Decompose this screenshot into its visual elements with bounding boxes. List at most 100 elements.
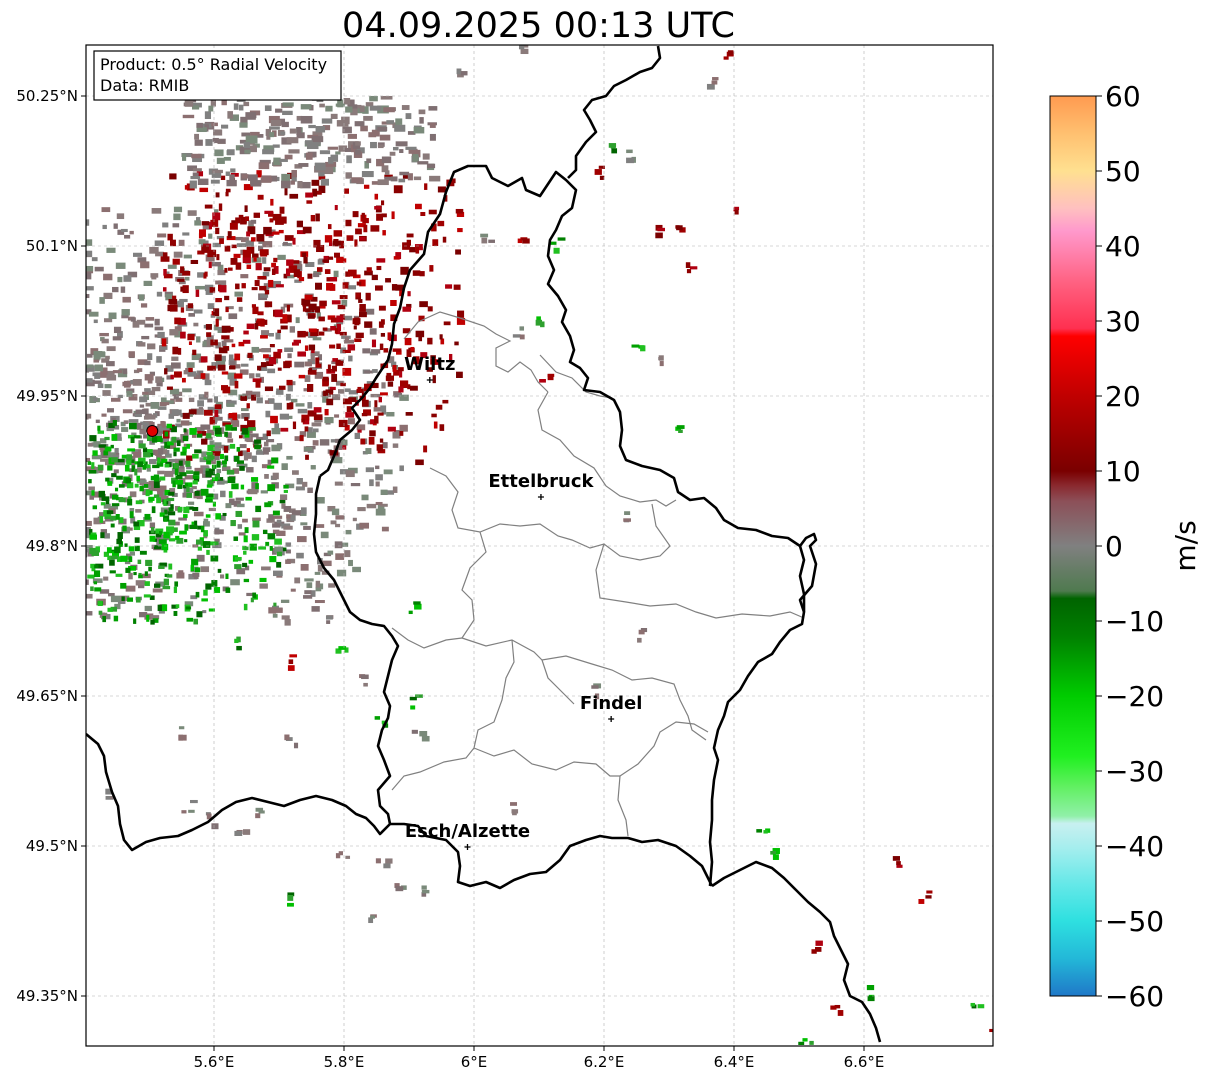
echo-cell — [42, 558, 49, 562]
echo-cell — [302, 417, 310, 425]
echo-cell — [521, 45, 529, 48]
echo-cell — [180, 286, 185, 292]
echo-cell — [196, 433, 203, 438]
echo-cell — [262, 271, 270, 277]
echo-cell — [281, 463, 288, 471]
echo-cell — [157, 406, 167, 410]
echo-cell — [342, 367, 352, 376]
echo-cell — [211, 261, 221, 267]
echo-cell — [359, 105, 365, 112]
echo-cell — [233, 253, 241, 258]
echo-cell — [144, 571, 148, 576]
echo-cell — [655, 224, 663, 231]
echo-cell — [283, 241, 288, 246]
echo-cell — [331, 508, 340, 516]
echo-cell — [117, 276, 123, 283]
echo-cell — [243, 101, 250, 107]
echo-cell — [396, 350, 402, 355]
echo-cell — [101, 413, 107, 417]
echo-cell — [258, 162, 270, 170]
echo-cell — [311, 179, 320, 186]
echo-cell — [320, 178, 329, 186]
echo-cell — [126, 482, 134, 489]
echo-cell — [254, 134, 264, 138]
echo-cell — [659, 361, 664, 367]
echo-cell — [335, 523, 341, 528]
echo-cell — [88, 469, 97, 474]
echo-cell — [240, 396, 247, 401]
echo-cell — [173, 251, 183, 258]
echo-cell — [213, 129, 223, 136]
echo-cell — [3, 529, 10, 536]
echo-cell — [273, 402, 282, 410]
echo-cell — [154, 436, 163, 442]
echo-cell — [154, 318, 160, 326]
echo-cell — [39, 409, 48, 412]
echo-cell — [194, 520, 198, 527]
echo-cell — [211, 477, 218, 482]
echo-cell — [206, 813, 212, 820]
echo-cell — [387, 381, 394, 387]
echo-cell — [140, 421, 145, 425]
echo-cell — [156, 356, 162, 363]
echo-cell — [260, 335, 268, 339]
lon-tick-label: 6.6°E — [844, 1053, 885, 1071]
echo-cell — [267, 533, 276, 540]
echo-cell — [347, 418, 355, 425]
echo-cell — [5, 533, 13, 539]
echo-cell — [287, 384, 293, 392]
echo-cell — [511, 809, 519, 814]
echo-cell — [971, 1004, 977, 1009]
echo-cell — [185, 367, 190, 372]
echo-cell — [327, 505, 336, 512]
echo-cell — [480, 233, 489, 238]
echo-cell — [276, 530, 286, 537]
echo-cell — [251, 534, 260, 541]
echo-cell — [260, 362, 267, 368]
echo-cell — [173, 451, 177, 457]
echo-cell — [264, 502, 272, 508]
echo-cell — [46, 611, 54, 614]
echo-cell — [312, 188, 318, 197]
echo-cell — [400, 885, 407, 890]
echo-cell — [246, 264, 252, 269]
echo-cell — [250, 219, 257, 224]
echo-cell — [221, 480, 228, 484]
echo-cell — [335, 553, 345, 560]
echo-cell — [160, 437, 170, 444]
echo-cell — [123, 380, 131, 388]
echo-cell — [285, 483, 295, 489]
echo-cell — [212, 242, 221, 248]
echo-cell — [280, 599, 290, 603]
echo-cell — [610, 144, 616, 149]
echo-cell — [326, 620, 331, 624]
echo-cell — [187, 371, 197, 377]
echo-cell — [56, 427, 61, 430]
echo-cell — [153, 474, 160, 482]
echo-cell — [47, 290, 55, 296]
echo-cell — [257, 194, 264, 200]
echo-cell — [453, 284, 461, 290]
echo-cell — [409, 247, 418, 253]
echo-cell — [266, 438, 275, 443]
echo-cell — [271, 444, 281, 452]
echo-cell — [291, 510, 301, 516]
echo-cell — [393, 369, 400, 376]
echo-cell — [210, 339, 218, 346]
echo-cell — [206, 549, 210, 555]
echo-cell — [272, 144, 280, 148]
echo-cell — [48, 358, 53, 363]
echo-cell — [338, 145, 348, 152]
echo-cell — [296, 127, 302, 135]
echo-cell — [243, 535, 248, 543]
echo-cell — [107, 481, 113, 486]
echo-cell — [269, 343, 275, 348]
echo-cell — [317, 259, 325, 265]
echo-cell — [205, 493, 214, 498]
echo-cell — [422, 153, 430, 160]
echo-cell — [294, 361, 305, 368]
echo-cell — [93, 517, 102, 525]
echo-cell — [65, 474, 70, 479]
echo-cell — [86, 272, 92, 280]
echo-cell — [290, 398, 298, 403]
